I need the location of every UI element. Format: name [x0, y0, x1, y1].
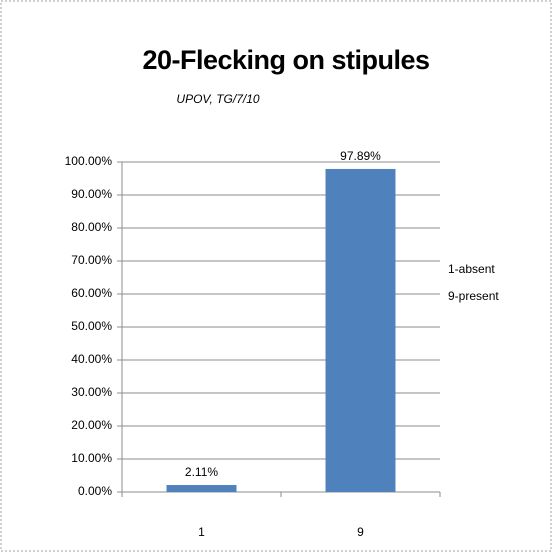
chart-title: 20-Flecking on stipules	[142, 45, 429, 75]
y-tick-label: 60.00%	[71, 286, 112, 300]
chart-subtitle: UPOV, TG/7/10	[176, 92, 259, 106]
y-tick-label: 80.00%	[71, 220, 112, 234]
y-tick-label: 10.00%	[71, 451, 112, 465]
bar	[325, 168, 396, 492]
annotation: 9-present	[448, 289, 499, 303]
y-tick-label: 40.00%	[71, 352, 112, 366]
y-tick-label: 100.00%	[65, 154, 113, 168]
x-tick-label: 1	[198, 525, 205, 539]
data-label: 2.11%	[185, 465, 218, 479]
y-tick-label: 20.00%	[71, 418, 112, 432]
annotation: 1-absent	[448, 262, 495, 276]
data-label: 97.89%	[340, 149, 381, 163]
bar	[166, 485, 237, 492]
y-tick-label: 30.00%	[71, 385, 112, 399]
y-tick-label: 70.00%	[71, 253, 112, 267]
x-tick-label: 9	[357, 525, 364, 539]
y-tick-label: 50.00%	[71, 319, 112, 333]
y-tick-label: 0.00%	[78, 484, 112, 498]
y-tick-label: 90.00%	[71, 187, 112, 201]
